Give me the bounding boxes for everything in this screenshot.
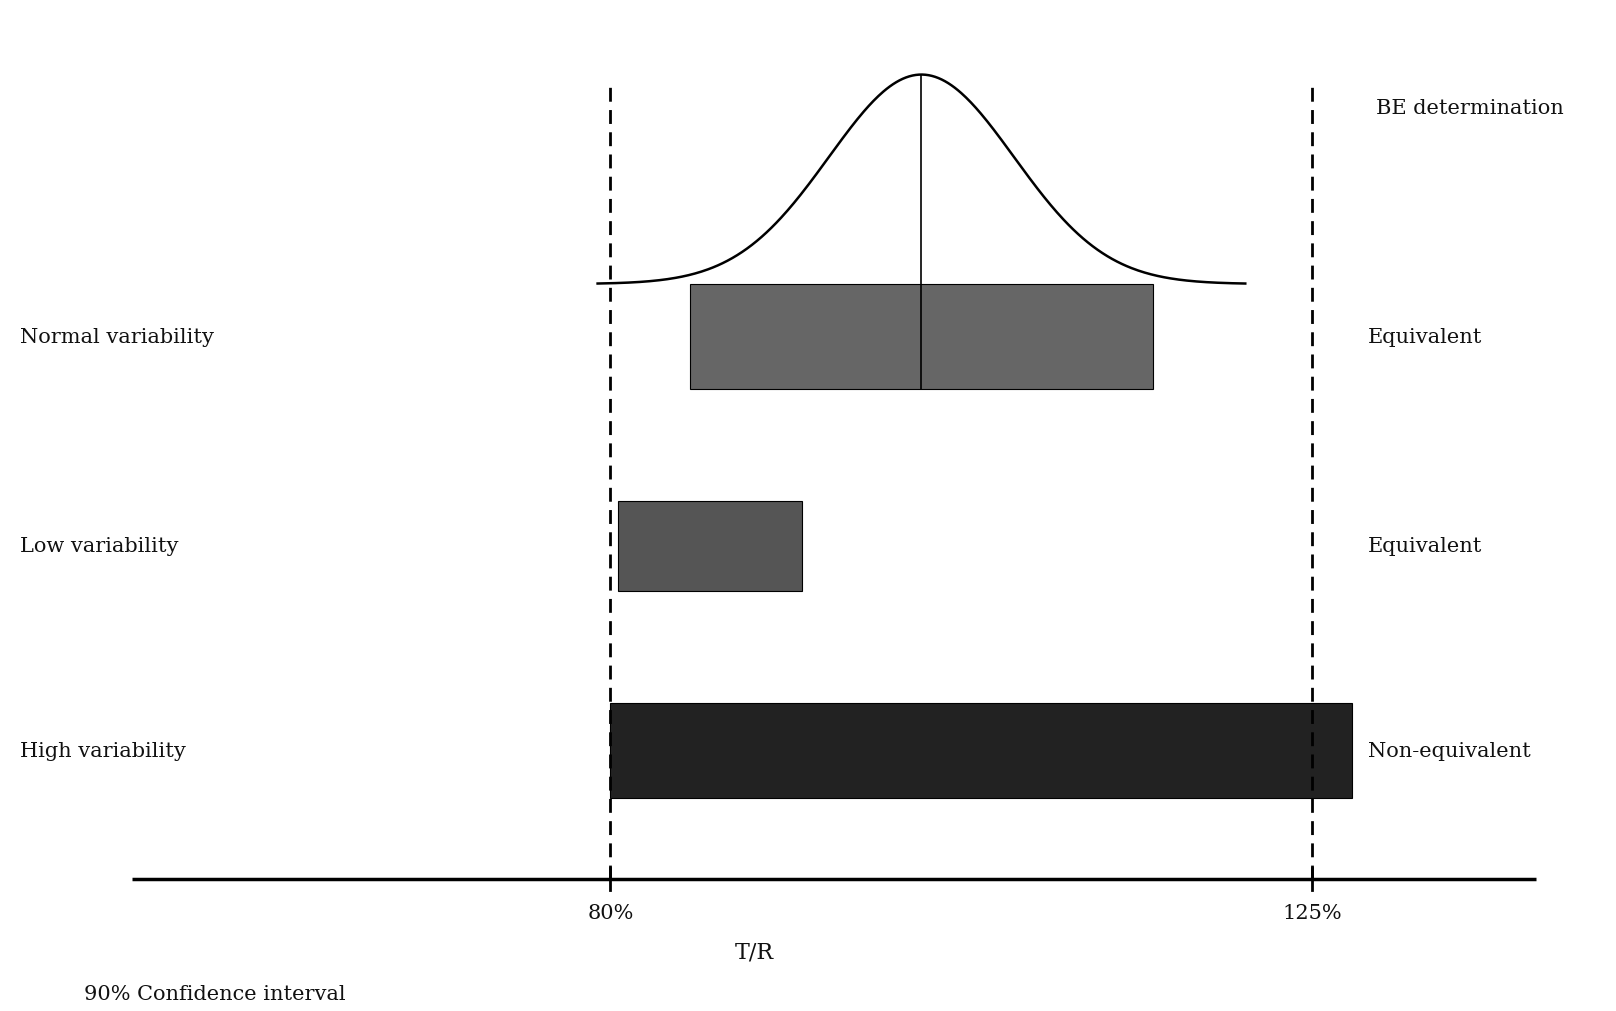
Text: Equivalent: Equivalent [1369,328,1482,347]
Text: 90% Confidence interval: 90% Confidence interval [84,984,346,1003]
Bar [611,703,1353,799]
Text: Non-equivalent: Non-equivalent [1369,741,1530,760]
Bar [619,501,802,591]
Bar [690,285,1152,389]
Text: T/R: T/R [734,941,774,962]
Text: Equivalent: Equivalent [1369,537,1482,556]
Text: BE determination: BE determination [1377,99,1564,118]
Text: 80%: 80% [587,903,633,922]
Text: 125%: 125% [1283,903,1341,922]
Text: Low variability: Low variability [19,537,179,556]
Text: High variability: High variability [19,741,186,760]
Text: Normal variability: Normal variability [19,328,213,347]
